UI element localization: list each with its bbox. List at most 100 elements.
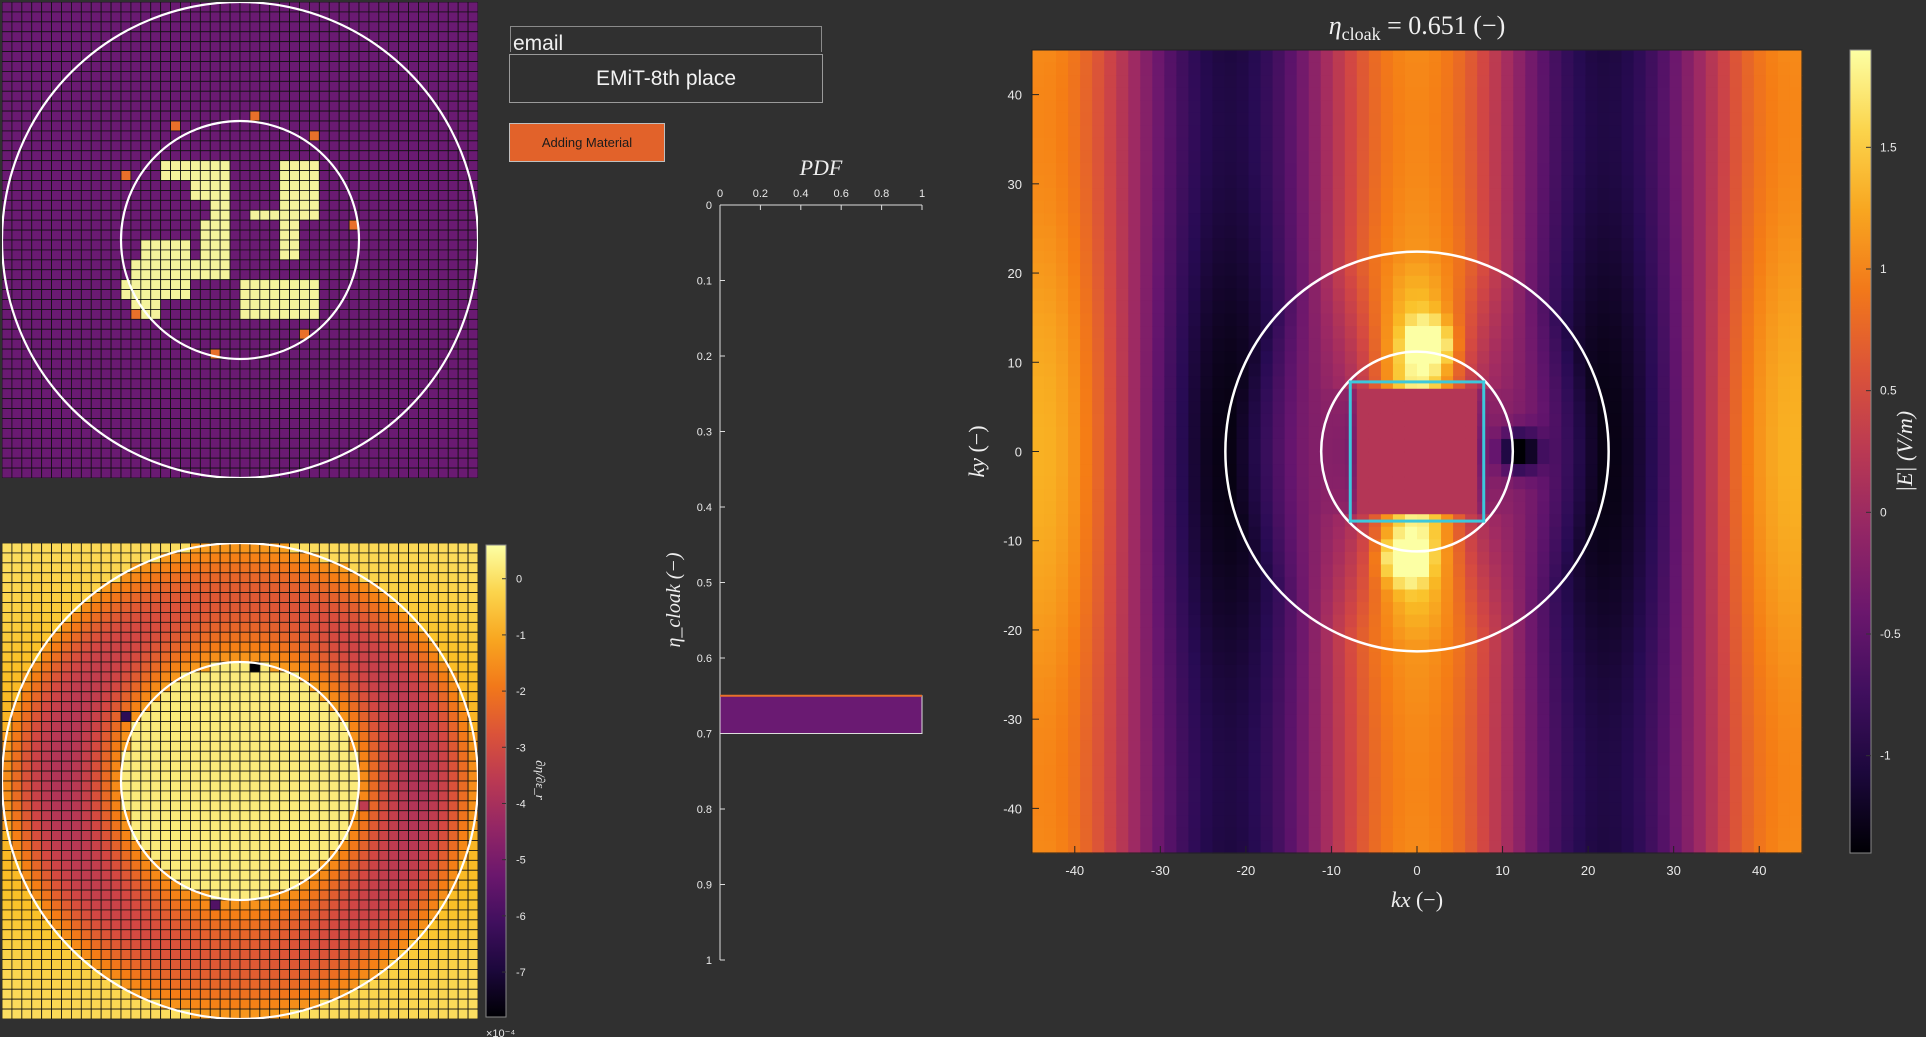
- sensitivity-cell: [199, 562, 211, 574]
- design-cell: [467, 309, 478, 320]
- design-cell: [31, 457, 43, 469]
- design-cell: [100, 289, 112, 300]
- field-cell: [1080, 326, 1093, 340]
- sensitivity-cell: [467, 602, 478, 613]
- sensitivity-cell: [90, 631, 102, 643]
- field-cell: [1068, 162, 1081, 177]
- sensitivity-cell: [398, 750, 409, 762]
- design-cell: [31, 259, 43, 271]
- design-cell: [229, 348, 241, 360]
- design-cell: [140, 100, 152, 112]
- sensitivity-cell: [199, 810, 211, 822]
- sensitivity-cell: [457, 810, 469, 822]
- sensitivity-cell: [219, 800, 231, 812]
- sensitivity-cell: [328, 721, 340, 732]
- design-cell: [289, 447, 300, 459]
- sensitivity-cell: [428, 899, 439, 911]
- design-cell: [219, 368, 231, 380]
- design-cell: [457, 209, 469, 221]
- design-cell: [467, 447, 478, 459]
- sensitivity-cell: [338, 740, 350, 752]
- sensitivity-cell: [309, 572, 320, 584]
- sensitivity-cell: [170, 800, 181, 812]
- design-grid-plot[interactable]: [2, 2, 478, 478]
- design-cell: [160, 368, 171, 380]
- design-cell: [437, 160, 449, 171]
- design-cell: [21, 31, 33, 43]
- sensitivity-cell: [378, 909, 390, 921]
- sensitivity-cell: [110, 780, 122, 792]
- sensitivity-cell: [388, 879, 400, 891]
- sensitivity-cell: [299, 840, 310, 851]
- sensitivity-cell: [269, 790, 281, 802]
- design-cell: [209, 289, 221, 300]
- sensitivity-cell: [229, 978, 241, 990]
- sensitivity-cell: [348, 592, 360, 603]
- sensitivity-cell: [21, 859, 33, 871]
- sensitivity-cell: [428, 621, 439, 633]
- sensitivity-cell: [388, 731, 400, 742]
- sensitivity-cell: [100, 1008, 112, 1019]
- design-cell: [199, 110, 211, 122]
- design-cell: [249, 31, 261, 43]
- sensitivity-cell: [368, 592, 380, 603]
- sensitivity-cell: [408, 949, 419, 960]
- field-cell: [1044, 388, 1057, 402]
- design-cell: [41, 120, 52, 132]
- design-cell: [80, 80, 92, 92]
- design-cell: [90, 318, 102, 330]
- design-cell: [398, 279, 409, 290]
- design-cell: [80, 318, 92, 330]
- design-cell: [358, 41, 370, 52]
- sensitivity-cell: [100, 701, 112, 712]
- sensitivity-cell: [71, 919, 82, 931]
- design-cell: [239, 21, 251, 33]
- sensitivity-cell: [2, 631, 13, 643]
- sensitivity-cell: [428, 939, 439, 950]
- sensitivity-cell: [21, 969, 33, 980]
- sensitivity-cell: [51, 543, 62, 554]
- design-cell: [2, 71, 13, 82]
- design-cell: [309, 31, 320, 43]
- sensitivity-cell: [437, 760, 449, 772]
- field-cell: [1068, 677, 1081, 691]
- design-cell: [180, 21, 191, 33]
- design-cell: [170, 378, 181, 390]
- sensitivity-cell: [160, 691, 171, 703]
- design-cell: [140, 289, 152, 300]
- design-cell: [358, 447, 370, 459]
- sensitivity-cell: [447, 969, 459, 980]
- sensitivity-cell: [180, 859, 191, 871]
- sensitivity-cell: [378, 543, 390, 554]
- design-cell: [388, 239, 400, 251]
- design-cell: [120, 358, 132, 370]
- design-cell: [150, 90, 162, 102]
- design-cell: [368, 249, 380, 261]
- sensitivity-cell: [170, 572, 181, 584]
- email-field[interactable]: EMiT-8th place: [509, 54, 823, 103]
- design-cell: [90, 229, 102, 241]
- design-cell: [299, 358, 310, 370]
- adding-material-button[interactable]: Adding Material: [509, 123, 665, 162]
- design-cell: [418, 61, 429, 72]
- design-cell: [41, 229, 52, 241]
- sensitivity-cell: [51, 701, 62, 712]
- sensitivity-cell: [328, 1008, 340, 1019]
- field-cell: [1056, 125, 1069, 139]
- sensitivity-cell: [259, 760, 271, 772]
- sensitivity-cell: [31, 750, 43, 762]
- design-cell: [467, 100, 478, 112]
- sensitivity-cell: [269, 651, 281, 663]
- design-cell: [388, 209, 400, 221]
- sensitivity-cell: [279, 998, 290, 1010]
- design-cell: [259, 199, 271, 211]
- sensitivity-cell: [279, 721, 290, 732]
- sensitivity-cell: [180, 780, 191, 792]
- sensitivity-cell: [80, 869, 92, 881]
- sensitivity-cell: [378, 949, 390, 960]
- design-cell: [90, 11, 102, 23]
- design-cell: [279, 180, 290, 191]
- design-cell: [269, 51, 281, 62]
- design-cell: [378, 338, 390, 350]
- design-cell: [71, 71, 82, 82]
